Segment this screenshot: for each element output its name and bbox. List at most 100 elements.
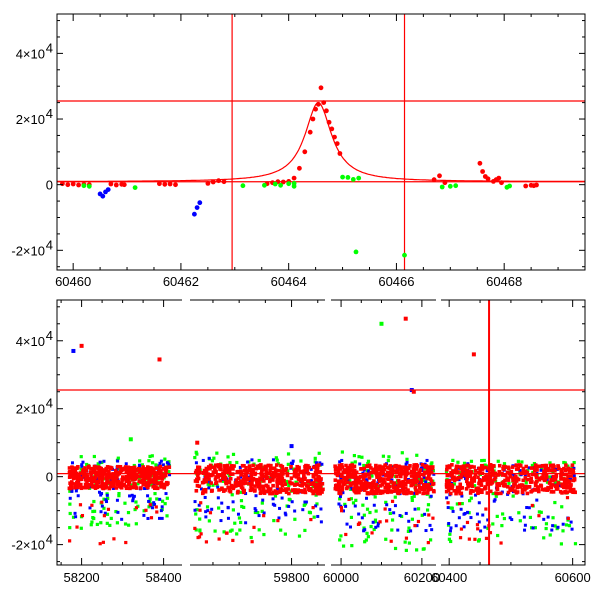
data-point [293, 490, 297, 495]
data-point [462, 461, 467, 465]
data-point [120, 468, 124, 473]
data-point [105, 512, 110, 516]
data-point [93, 486, 98, 490]
data-point [523, 528, 527, 532]
data-point [530, 463, 535, 468]
data-point [76, 465, 80, 469]
data-point [507, 481, 511, 485]
data-point [404, 536, 409, 540]
data-point [129, 466, 133, 471]
data-point [134, 506, 139, 510]
data-point [361, 473, 366, 478]
data-point [109, 465, 113, 470]
data-point [426, 487, 431, 492]
data-point [524, 464, 529, 469]
data-point [371, 520, 375, 524]
data-point [295, 490, 300, 495]
data-point [423, 512, 427, 516]
data-point [298, 469, 303, 474]
data-point [405, 480, 410, 484]
data-point [123, 501, 127, 505]
data-point [96, 462, 100, 466]
data-point [521, 466, 526, 471]
data-point [239, 499, 244, 503]
data-point [387, 466, 391, 470]
data-point [560, 482, 564, 487]
data-point [209, 481, 213, 485]
data-point [423, 470, 427, 475]
data-point [459, 507, 463, 511]
data-point [319, 507, 323, 511]
data-point [252, 525, 256, 529]
data-point [140, 478, 145, 483]
data-point [279, 481, 284, 486]
data-point [566, 466, 571, 471]
data-point [218, 478, 223, 483]
data-point [73, 468, 78, 473]
data-point [105, 480, 109, 485]
data-point [451, 469, 455, 473]
data-point [254, 477, 258, 482]
data-point [225, 466, 229, 471]
data-point [523, 476, 528, 480]
data-point [388, 474, 393, 479]
data-point [235, 460, 239, 465]
data-point [245, 477, 249, 482]
data-point [156, 471, 161, 475]
data-point [290, 500, 294, 504]
data-point [217, 537, 221, 541]
data-point [126, 510, 131, 515]
data-point [257, 514, 261, 518]
data-point [366, 535, 370, 539]
data-point [221, 179, 227, 185]
data-point [207, 486, 211, 490]
data-point [159, 482, 164, 487]
data-point [99, 466, 104, 471]
data-point [300, 478, 305, 483]
data-point [222, 530, 226, 534]
data-point [344, 463, 348, 468]
data-point [70, 181, 76, 187]
data-point [352, 468, 357, 473]
data-point [194, 512, 198, 516]
data-point [68, 511, 72, 516]
data-point [371, 484, 375, 488]
data-point [197, 484, 202, 489]
data-point [311, 505, 315, 510]
data-point [210, 507, 214, 511]
data-point [553, 469, 557, 473]
data-point [67, 475, 72, 479]
data-point [272, 466, 277, 471]
data-point [445, 467, 449, 472]
data-point [228, 472, 233, 477]
data-point [463, 512, 467, 516]
data-point [505, 484, 510, 489]
data-point [217, 488, 221, 492]
data-point [194, 468, 199, 473]
data-point [124, 540, 128, 545]
data-point [506, 478, 511, 482]
data-point [367, 476, 372, 480]
data-point [410, 517, 415, 521]
data-point [100, 504, 104, 508]
data-point [454, 464, 459, 469]
data-point [92, 454, 96, 459]
y-tick-label: 4×10 [16, 334, 45, 349]
data-point [531, 470, 535, 475]
data-point [100, 482, 104, 487]
data-point [424, 480, 428, 484]
data-point [507, 466, 511, 471]
data-point [214, 475, 219, 479]
data-point [429, 479, 434, 483]
data-point [129, 469, 133, 473]
data-point [215, 451, 219, 455]
data-point [450, 486, 454, 491]
data-point [292, 470, 297, 474]
data-point [318, 85, 324, 91]
data-point [374, 467, 379, 472]
data-point [269, 463, 273, 468]
data-point [210, 459, 215, 463]
data-point [392, 469, 396, 473]
data-point [374, 488, 379, 492]
data-point [544, 522, 549, 526]
